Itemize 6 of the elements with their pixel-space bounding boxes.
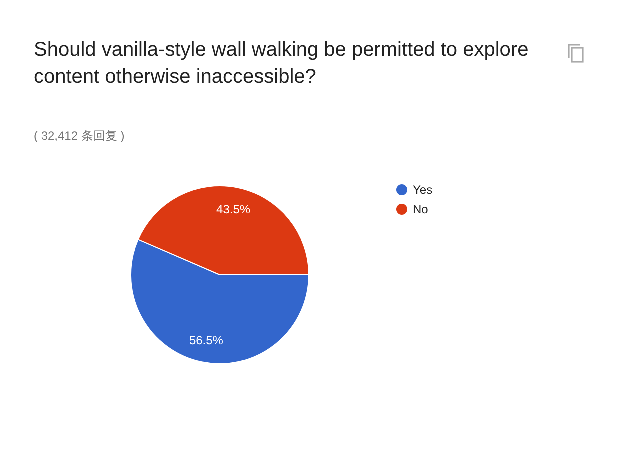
chart-title: Should vanilla-style wall walking be permitted to explore content otherwise inaccessible? [34, 38, 530, 90]
legend-label: Yes [413, 183, 433, 197]
data-label: 56.5% [189, 333, 224, 348]
legend-label: No [413, 202, 429, 216]
data-label: 43.5% [216, 202, 251, 217]
chart-subtitle: ( 32,412 条回复 ) [34, 128, 125, 145]
